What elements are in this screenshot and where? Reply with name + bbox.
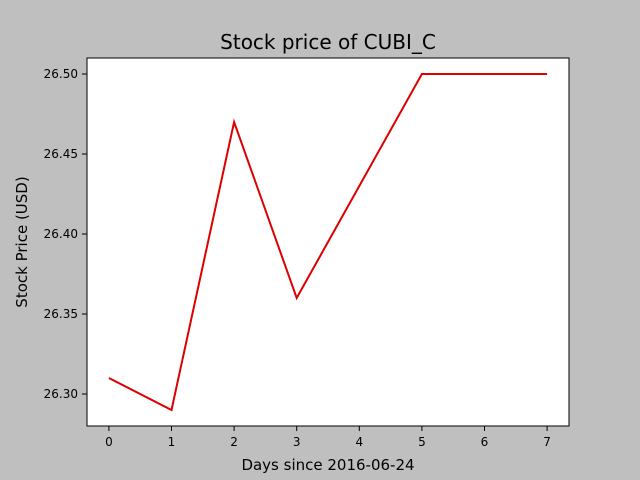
- x-axis: 0 1 2 3 4 5 6 7: [105, 426, 551, 449]
- x-tick-label: 1: [168, 435, 176, 449]
- series-layer: [108, 73, 548, 412]
- x-axis-label: Days since 2016-06-24: [241, 456, 414, 474]
- x-tick-label: 3: [293, 435, 301, 449]
- y-axis-label: Stock Price (USD): [13, 176, 31, 307]
- x-tick-label: 2: [230, 435, 238, 449]
- y-tick-label: 26.30: [44, 387, 78, 401]
- y-tick-label: 26.40: [44, 227, 78, 241]
- x-tick-label: 0: [105, 435, 113, 449]
- x-tick-label: 7: [543, 435, 551, 449]
- y-tick-label: 26.50: [44, 67, 78, 81]
- series-line: [108, 73, 548, 412]
- x-tick-label: 6: [481, 435, 489, 449]
- y-tick-label: 26.35: [44, 307, 78, 321]
- x-tick-label: 4: [355, 435, 363, 449]
- x-tick-label: 5: [418, 435, 426, 449]
- y-tick-label: 26.45: [44, 147, 78, 161]
- chart-title: Stock price of CUBI_C: [220, 30, 436, 54]
- y-axis: 26.30 26.35 26.40 26.45 26.50: [44, 67, 87, 401]
